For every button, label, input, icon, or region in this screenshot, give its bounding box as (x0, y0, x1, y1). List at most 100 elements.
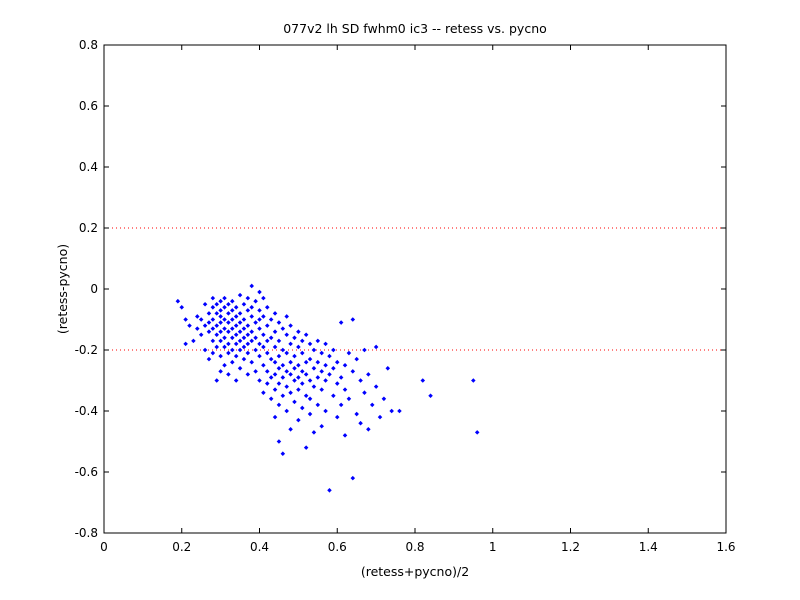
data-point (272, 359, 278, 365)
data-point (280, 347, 286, 353)
data-point (307, 378, 313, 383)
data-point (253, 320, 258, 325)
data-point (198, 317, 204, 322)
data-point (257, 308, 262, 313)
data-point (338, 375, 344, 380)
data-point (233, 341, 239, 347)
data-point (299, 405, 305, 411)
data-point (288, 390, 293, 395)
data-point (284, 384, 289, 389)
data-point (253, 347, 258, 353)
data-point (346, 396, 352, 402)
data-point (233, 353, 239, 359)
data-point (233, 305, 239, 310)
data-point (218, 314, 223, 319)
data-point (354, 411, 359, 417)
data-point (311, 384, 317, 389)
data-point (276, 402, 282, 408)
data-point (284, 369, 289, 374)
data-point (272, 344, 278, 350)
data-point (179, 305, 185, 310)
data-point (342, 433, 348, 438)
data-point (319, 369, 324, 374)
data-point (261, 362, 266, 368)
data-point (265, 381, 270, 386)
data-point (358, 378, 363, 383)
data-point (280, 326, 286, 331)
data-point (218, 329, 223, 334)
data-point (233, 378, 239, 383)
y-tick-label: -0.2 (75, 343, 98, 357)
data-point (366, 427, 371, 432)
data-point (276, 381, 282, 386)
data-point (299, 338, 305, 344)
data-point (327, 488, 332, 493)
data-point (195, 326, 200, 331)
data-point (272, 329, 278, 334)
data-point (268, 335, 274, 341)
x-tick-label: 1.6 (716, 540, 735, 554)
data-point (389, 408, 394, 414)
data-point (346, 350, 352, 356)
data-point (315, 338, 321, 344)
data-point (237, 347, 243, 353)
data-point (233, 314, 239, 319)
data-point (237, 366, 243, 371)
data-point (261, 295, 266, 301)
data-point (292, 353, 297, 359)
data-point (257, 317, 262, 322)
data-point (265, 338, 270, 344)
data-points (175, 283, 480, 493)
data-point (230, 298, 235, 304)
data-point (327, 353, 332, 359)
data-point (195, 314, 200, 319)
data-point (272, 387, 278, 392)
data-point (249, 359, 254, 365)
data-point (323, 341, 328, 347)
data-point (299, 381, 305, 386)
data-point (210, 305, 216, 310)
data-point (249, 314, 254, 319)
data-point (230, 308, 235, 313)
data-point (296, 417, 301, 423)
data-point (272, 414, 278, 420)
data-point (420, 378, 426, 383)
data-point (342, 362, 348, 368)
data-point (233, 332, 239, 338)
y-axis-ticks: -0.8 -0.6 -0.4 -0.2 0 0.2 0.4 0.6 0.8 (75, 38, 726, 540)
data-point (276, 439, 282, 444)
x-tick-label: 1.4 (639, 540, 658, 554)
data-point (307, 341, 313, 347)
data-point (214, 323, 220, 328)
data-point (237, 338, 243, 344)
data-point (362, 347, 367, 353)
data-point (311, 430, 317, 435)
data-point (280, 451, 286, 456)
data-point (296, 387, 301, 392)
data-point (210, 338, 216, 344)
data-point (366, 372, 371, 377)
data-point (210, 295, 216, 301)
data-point (280, 393, 286, 399)
y-tick-label: 0.6 (79, 99, 98, 113)
y-tick-label: 0.8 (79, 38, 98, 52)
data-point (288, 341, 293, 347)
data-point (276, 353, 282, 359)
data-point (237, 292, 243, 298)
x-tick-label: 1 (489, 540, 497, 554)
data-point (175, 298, 181, 304)
data-point (474, 430, 480, 435)
data-point (296, 344, 301, 350)
y-axis-label: (retess-pycno) (55, 244, 70, 334)
data-point (331, 366, 336, 371)
data-point (214, 301, 220, 307)
data-point (299, 350, 305, 356)
data-point (334, 381, 340, 386)
data-point (268, 356, 274, 362)
data-point (249, 329, 254, 334)
data-point (288, 323, 293, 328)
data-point (218, 353, 223, 359)
data-point (265, 350, 270, 356)
data-point (307, 411, 313, 417)
